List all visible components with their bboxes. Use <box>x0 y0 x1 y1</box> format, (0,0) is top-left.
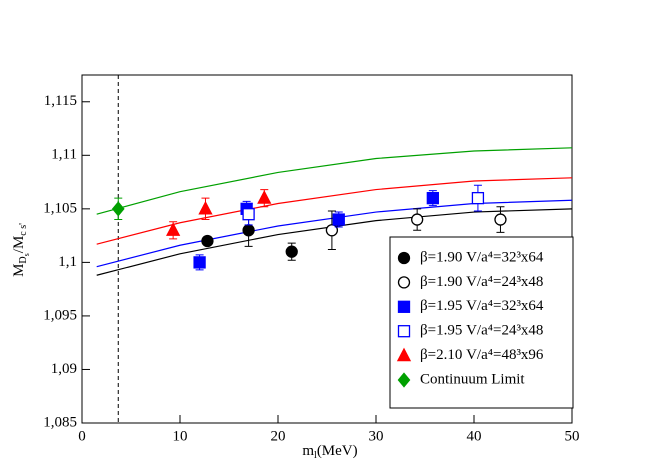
data-point <box>166 222 181 236</box>
legend <box>389 236 574 409</box>
data-point <box>257 190 272 204</box>
data-point <box>285 245 298 258</box>
data-point <box>471 191 485 205</box>
data-point <box>426 191 439 205</box>
y-tick-label: 1,085 <box>43 414 77 430</box>
data-point <box>193 256 206 269</box>
data-point <box>325 224 339 237</box>
legend-label: Continuum Limit <box>420 371 525 387</box>
y-tick-label: 1,095 <box>43 307 77 323</box>
y-tick-label: 1,1 <box>58 254 77 270</box>
legend-label: β=1.95 V/a⁴=32³x64 <box>420 298 544 314</box>
legend-marker <box>397 325 411 338</box>
data-point <box>242 208 255 221</box>
data-point <box>411 213 424 226</box>
data-point <box>332 213 345 226</box>
data-point <box>494 213 507 226</box>
x-tick-label: 10 <box>173 428 188 444</box>
y-tick-label: 1,11 <box>51 147 77 163</box>
legend-marker <box>397 276 411 289</box>
x-tick-label: 0 <box>78 428 86 444</box>
x-tick-label: 40 <box>467 428 482 444</box>
x-tick-label: 50 <box>565 428 580 444</box>
y-axis-label: MDs/Mc s' <box>11 223 30 277</box>
y-tick-label: 1,115 <box>44 93 77 109</box>
fit-curve <box>96 199 573 268</box>
fit-curve <box>96 177 573 245</box>
legend-label: β=1.90 V/a⁴=24³x48 <box>420 274 543 290</box>
y-tick-label: 1,105 <box>43 200 77 216</box>
legend-marker <box>397 372 411 388</box>
y-tick-label: 1,09 <box>51 361 77 377</box>
legend-marker <box>397 251 411 265</box>
x-tick-label: 30 <box>369 428 384 444</box>
legend-marker <box>397 300 411 313</box>
legend-label: β=1.95 V/a⁴=24³x48 <box>420 323 543 339</box>
x-tick-label: 20 <box>271 428 286 444</box>
data-point <box>201 234 214 248</box>
data-point <box>242 224 255 237</box>
legend-label: β=2.10 V/a⁴=48³x96 <box>420 347 544 363</box>
x-axis-label: ml(MeV) <box>302 443 357 461</box>
data-point <box>198 200 213 215</box>
legend-marker <box>396 347 412 362</box>
fit-curve <box>96 147 573 215</box>
data-point <box>111 201 125 217</box>
legend-label: β=1.90 V/a⁴=32³x64 <box>420 249 544 265</box>
